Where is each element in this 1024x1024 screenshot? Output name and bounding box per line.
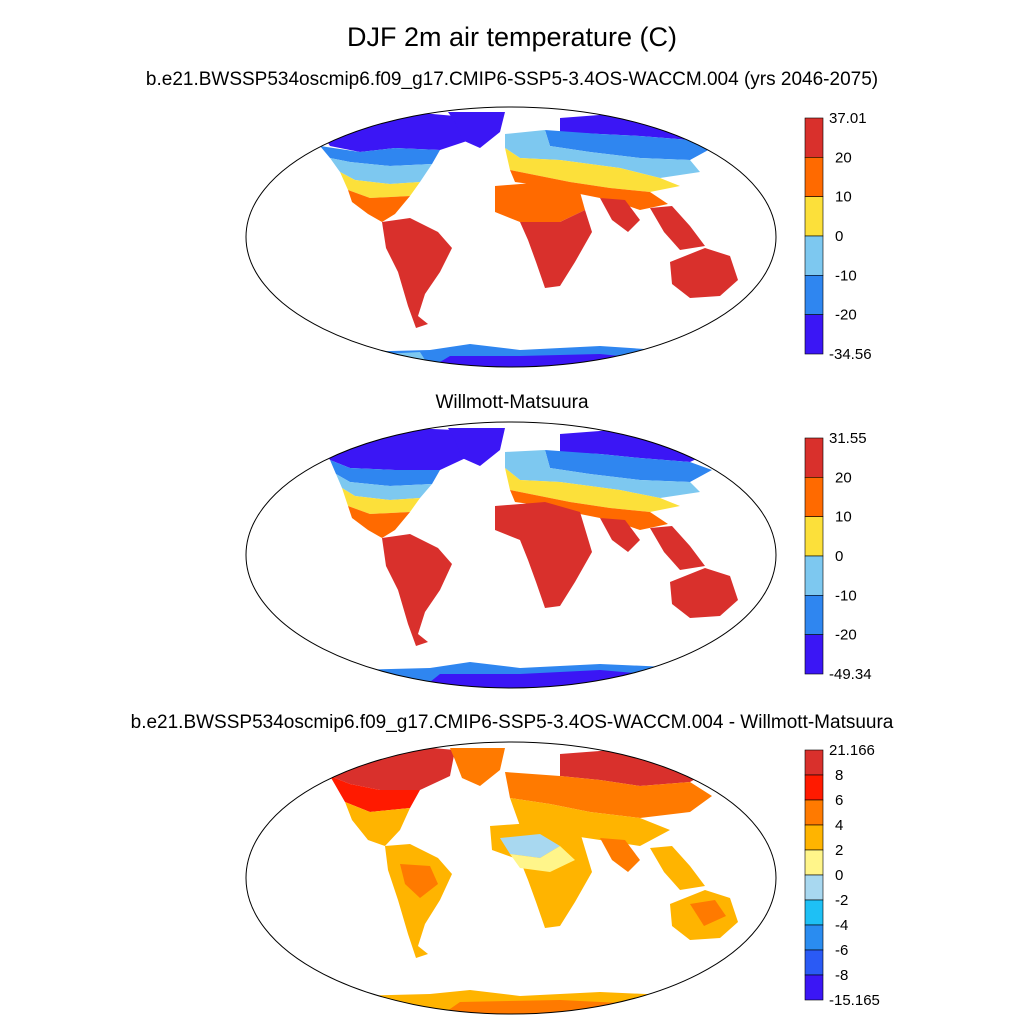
colorbar-label: 0 xyxy=(835,548,843,565)
south-america xyxy=(385,844,452,958)
eurasia-mild xyxy=(505,148,680,192)
colorbar-swatch xyxy=(804,874,824,901)
colorbar-label: 8 xyxy=(835,767,843,784)
panel-title-observations: Willmott-Matsuura xyxy=(435,392,589,413)
south-asia xyxy=(600,198,640,232)
colorbar-label: -20 xyxy=(835,627,857,644)
colorbar-swatch xyxy=(804,774,824,801)
colorbar-swatch xyxy=(804,849,824,876)
australia xyxy=(670,568,738,618)
south-america-warm xyxy=(400,864,438,898)
eurasia-warm xyxy=(510,490,668,530)
colorbar-label: 10 xyxy=(835,189,852,206)
greenland xyxy=(450,748,505,786)
map-boundary xyxy=(245,741,777,1015)
colorbar-swatch xyxy=(804,749,824,776)
antarctica-warm xyxy=(440,1000,660,1014)
south-asia xyxy=(600,838,640,872)
north-america-cold xyxy=(330,460,440,486)
colorbar-swatch xyxy=(804,899,824,926)
figure-title: DJF 2m air temperature (C) xyxy=(346,22,678,52)
colorbar-label: 20 xyxy=(835,469,852,486)
eurasia-mild xyxy=(505,468,680,512)
africa-south xyxy=(520,210,592,288)
panel-title-difference: b.e21.BWSSP534oscmip6.f09_g17.CMIP6-SSP5… xyxy=(130,712,894,733)
north-america-cold xyxy=(320,146,440,166)
sahara-mild xyxy=(510,846,575,872)
colorbar-label: -34.56 xyxy=(829,346,872,363)
africa xyxy=(495,502,592,608)
africa-north xyxy=(495,182,585,222)
colorbar-swatch xyxy=(804,949,824,976)
panel-title-model: b.e21.BWSSP534oscmip6.f09_g17.CMIP6-SSP5… xyxy=(145,69,879,90)
colorbar-swatch xyxy=(804,824,824,851)
colorbar-label: 6 xyxy=(835,792,843,809)
colorbar-observations: 31.55 20 10 0 -10 -20 -49.34 xyxy=(804,430,872,683)
colorbar-swatch xyxy=(804,799,824,826)
map-field-difference xyxy=(318,746,738,1014)
eurasia-cool xyxy=(505,130,700,178)
colorbar-label: -10 xyxy=(835,587,857,604)
colorbar-label: -4 xyxy=(835,917,848,934)
south-asia xyxy=(600,518,640,552)
north-america-south xyxy=(345,802,410,846)
north-america-cool xyxy=(330,158,432,184)
colorbar-swatch xyxy=(804,974,824,1001)
eurasia-warm xyxy=(510,170,668,210)
colorbar-label: -6 xyxy=(835,942,848,959)
southeast-asia xyxy=(650,206,705,250)
colorbar-difference: 21.166 8 6 4 2 0 -2 -4 -6 -8 -15.165 xyxy=(804,742,880,1009)
sahara-cool xyxy=(500,834,560,858)
colorbar-label: 37.01 xyxy=(829,110,867,127)
colorbar-label: -49.34 xyxy=(829,666,872,683)
colorbar-label: -15.165 xyxy=(829,992,880,1009)
north-america-mild xyxy=(342,488,420,514)
north-america-warm xyxy=(348,190,410,222)
north-america-warm xyxy=(348,506,410,538)
south-america xyxy=(382,218,452,328)
colorbar-label: -20 xyxy=(835,307,857,324)
eurasia-cool xyxy=(505,450,700,498)
map-boundary xyxy=(245,421,777,689)
colorbar-label: 4 xyxy=(835,817,843,834)
colorbar-label: 2 xyxy=(835,842,843,859)
eurasia-mid xyxy=(505,772,712,818)
colorbar-swatch xyxy=(804,314,824,355)
eurasia-south xyxy=(510,798,670,846)
colorbar-label: 0 xyxy=(835,867,843,884)
south-america xyxy=(382,534,452,646)
colorbar-label: 20 xyxy=(835,149,852,166)
greenland xyxy=(448,112,505,148)
australia xyxy=(670,248,738,298)
colorbar-label: 21.166 xyxy=(829,742,875,759)
southeast-asia xyxy=(650,526,705,570)
greenland xyxy=(448,428,505,466)
colorbar-label: 10 xyxy=(835,509,852,526)
map-boundary xyxy=(245,106,777,368)
colorbar-label: 0 xyxy=(835,228,843,245)
colorbar-label: 31.55 xyxy=(829,430,867,447)
southeast-asia xyxy=(650,846,705,890)
colorbar-label: -2 xyxy=(835,892,848,909)
colorbar-model: 37.01 20 10 0 -10 -20 -34.56 xyxy=(804,110,872,363)
colorbar-swatch xyxy=(804,634,824,675)
colorbar-swatch xyxy=(804,924,824,951)
north-america-cool xyxy=(336,474,432,500)
eurasia-cold xyxy=(545,130,712,160)
north-america-mild xyxy=(340,172,420,198)
north-america-mid xyxy=(330,776,420,812)
colorbar-label: -8 xyxy=(835,967,848,984)
australia-warm xyxy=(690,900,726,926)
colorbar-label: -10 xyxy=(835,267,857,284)
eurasia-cold xyxy=(545,450,712,482)
